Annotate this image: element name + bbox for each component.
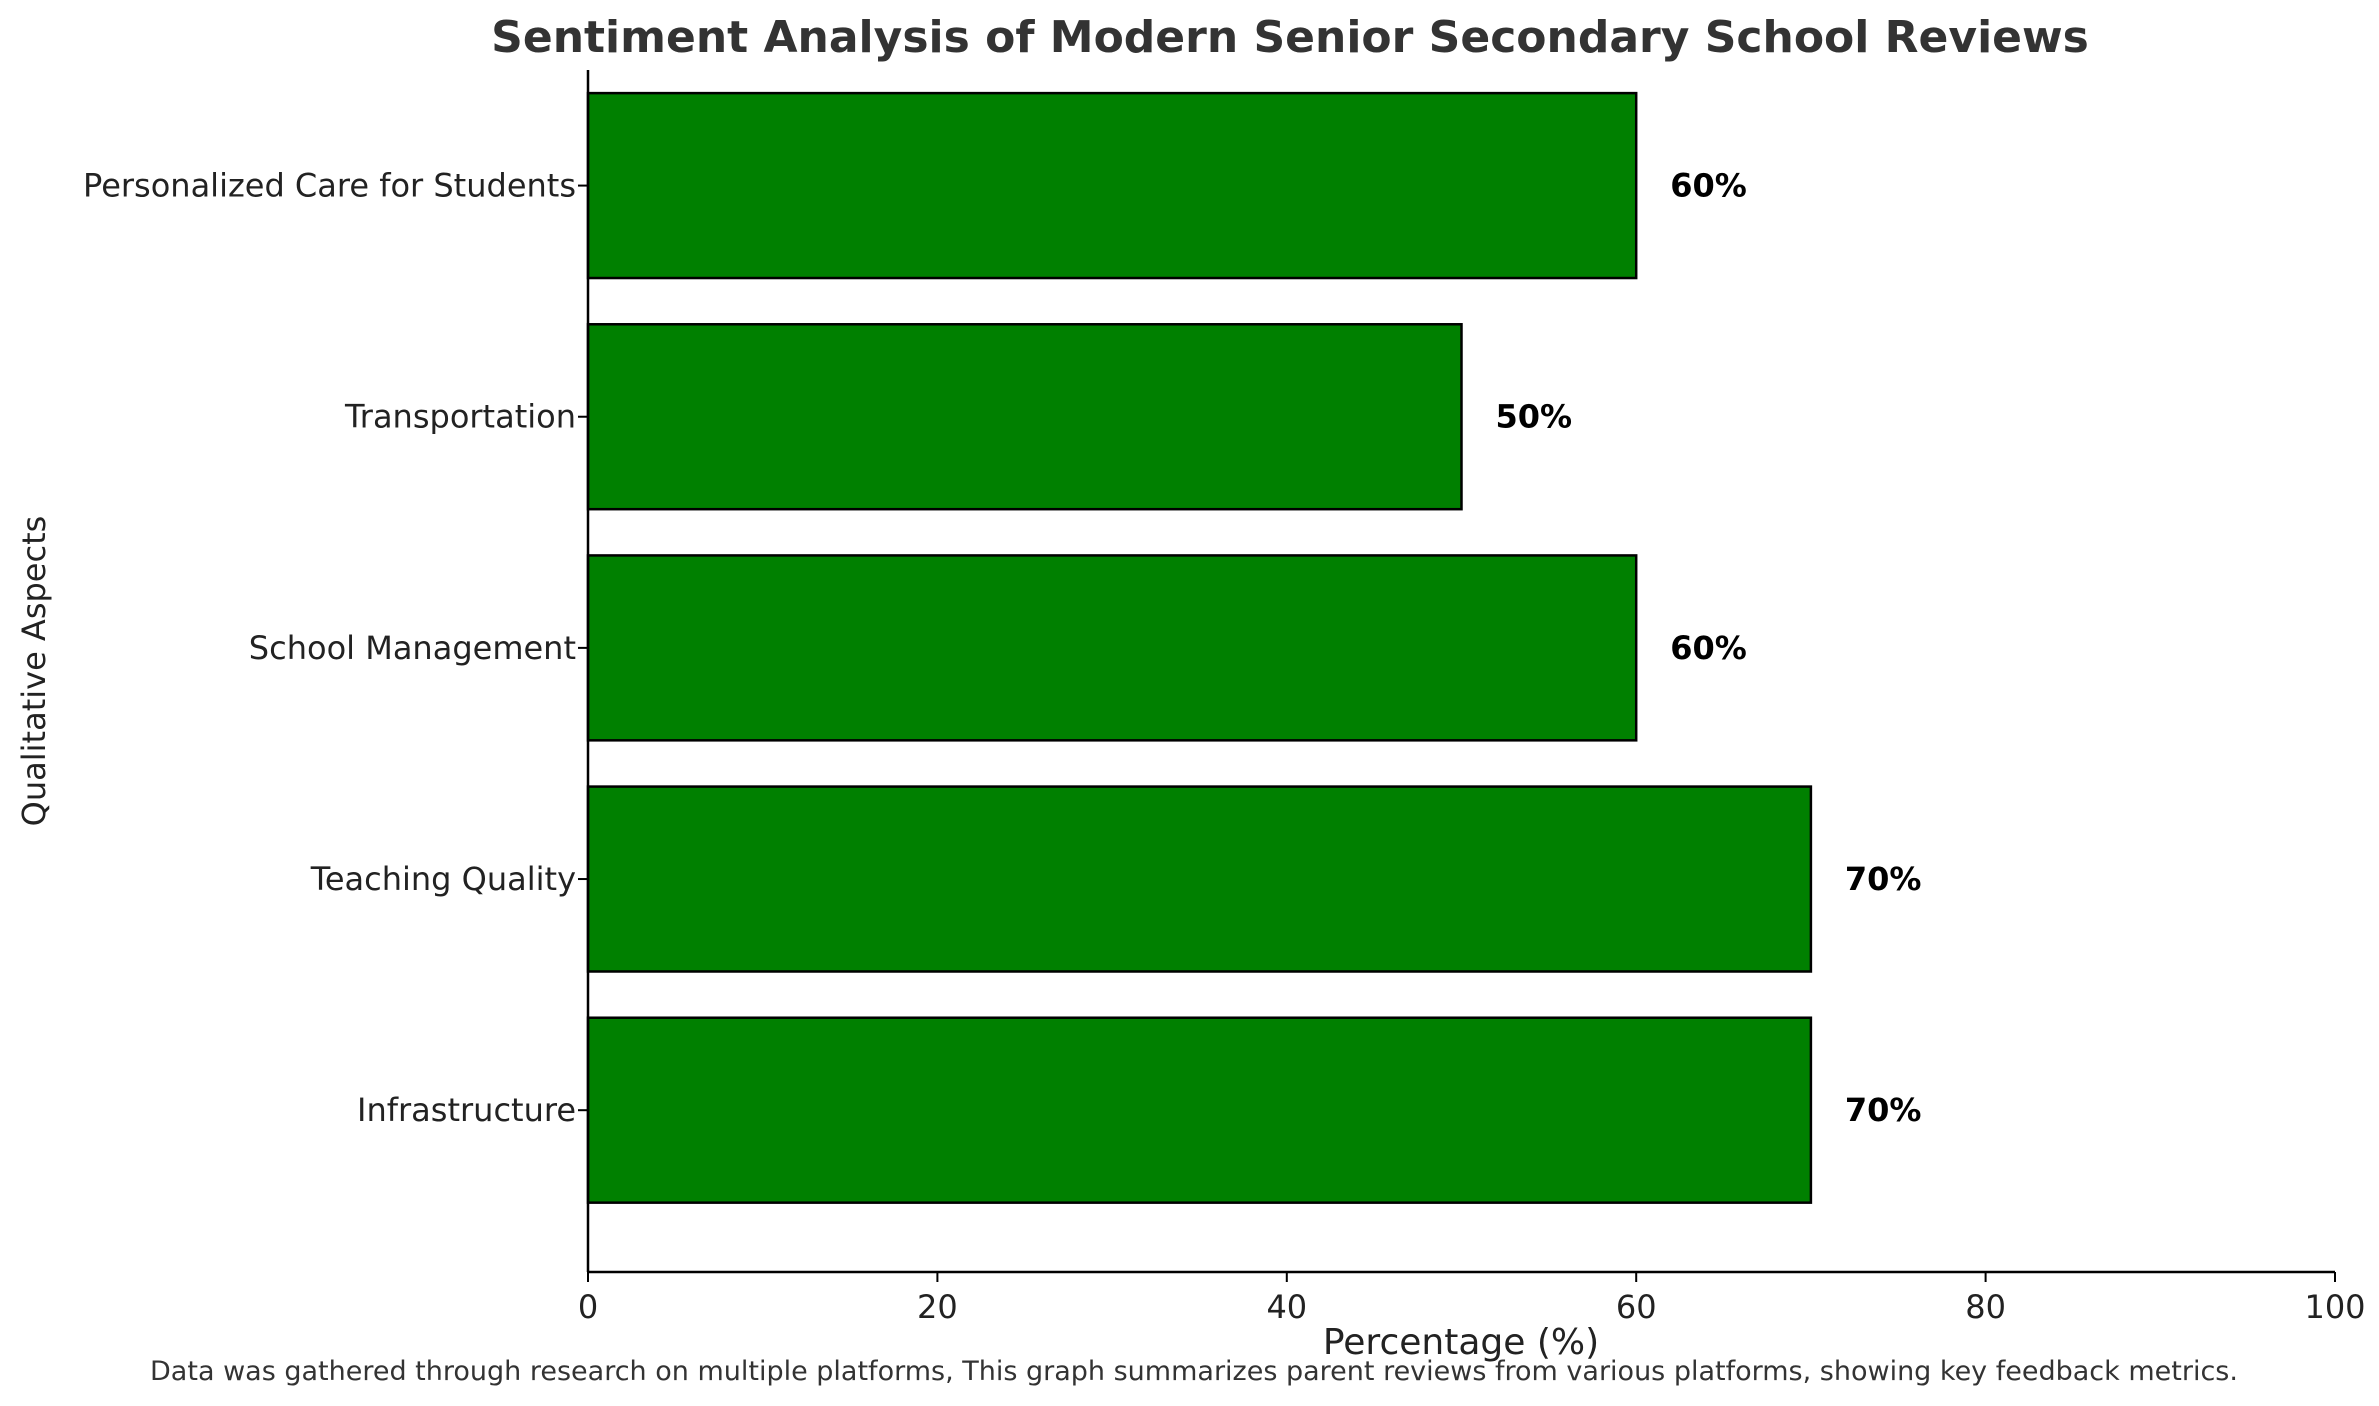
x-axis-label: Percentage (%) [1323, 1322, 1599, 1363]
footnote: Data was gathered through research on mu… [150, 1356, 2238, 1387]
x-tick-label: 80 [1965, 1288, 2006, 1326]
y-axis-label: Qualitative Aspects [15, 516, 53, 827]
y-tick-label: Transportation [344, 398, 576, 436]
x-tick-label: 40 [1266, 1288, 1307, 1326]
x-ticks-layer: 0 20 40 60 80 100 [578, 1272, 2366, 1326]
bar-teaching-quality [586, 785, 1813, 973]
y-tick-label: Teaching Quality [310, 860, 576, 898]
x-tick-label: 20 [917, 1288, 958, 1326]
chart-title: Sentiment Analysis of Modern Senior Seco… [491, 12, 2089, 63]
x-tick-label: 100 [2304, 1288, 2365, 1326]
data-label: 70% [1845, 860, 1922, 898]
x-tick-label: 0 [578, 1288, 598, 1326]
bar-transportation [586, 323, 1463, 511]
x-tick-label: 60 [1616, 1288, 1657, 1326]
data-labels-layer: 70% 70% 60% 50% 60% [1496, 167, 1922, 1130]
bar-infrastructure [586, 1016, 1813, 1204]
data-label: 60% [1670, 629, 1747, 667]
data-label: 70% [1845, 1091, 1922, 1129]
bar-personalized-care-for-students [586, 91, 1638, 280]
data-label: 50% [1496, 398, 1573, 436]
y-tick-label: Personalized Care for Students [83, 167, 576, 205]
y-ticks-layer: Infrastructure Teaching Quality School Man… [83, 167, 588, 1129]
y-tick-label: School Management [249, 629, 576, 667]
data-label: 60% [1670, 167, 1747, 205]
y-tick-label: Infrastructure [357, 1091, 576, 1129]
bar-school-management [586, 554, 1638, 742]
bars-layer [586, 91, 1813, 1204]
